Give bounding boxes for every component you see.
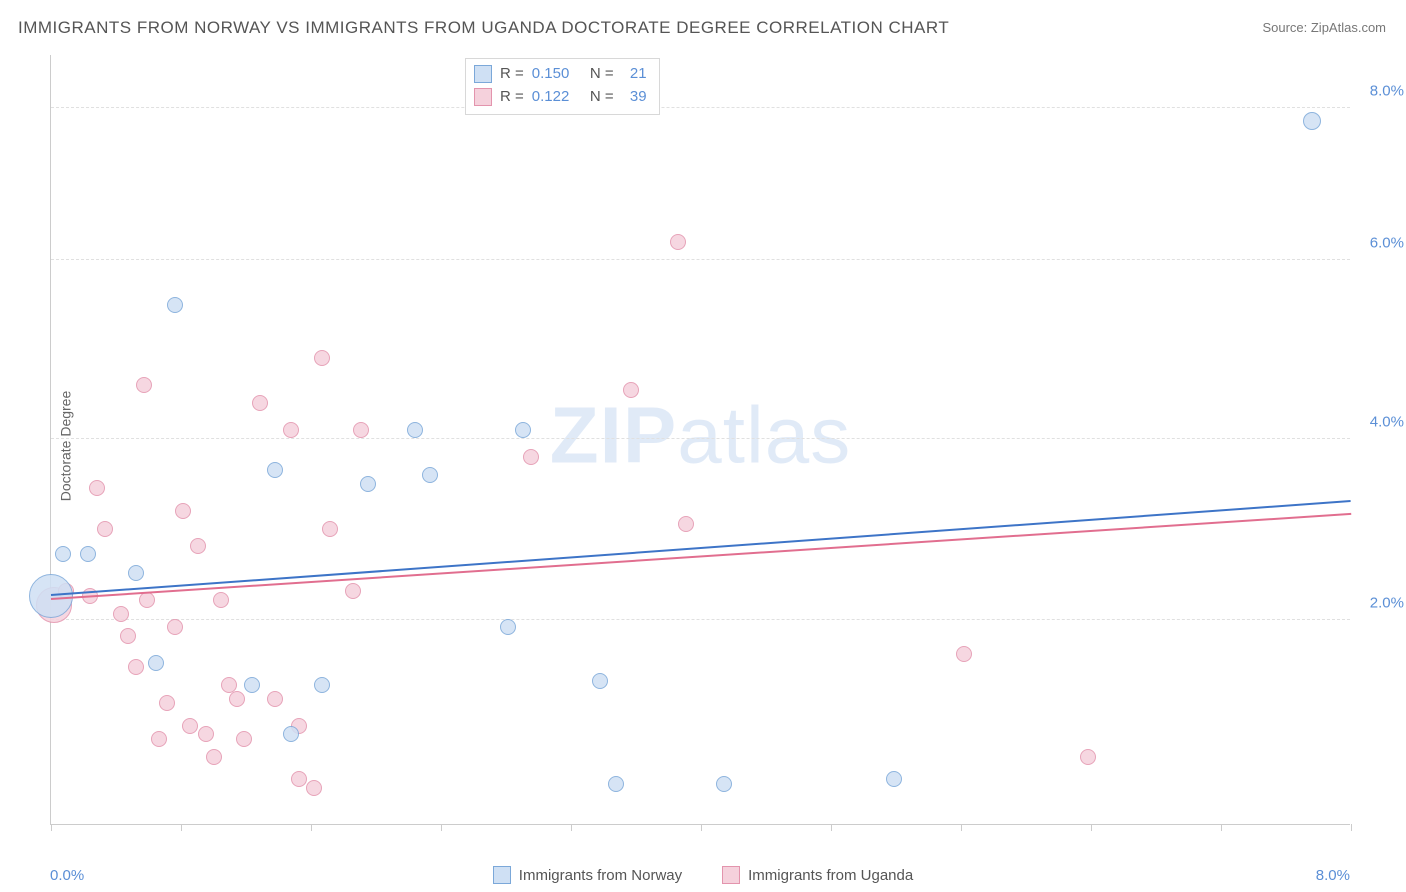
uganda-point: [678, 516, 694, 532]
r-label: R =: [500, 86, 524, 109]
r-value: 0.122: [532, 86, 570, 109]
uganda-point: [956, 646, 972, 662]
x-tick: [311, 824, 312, 831]
legend-item: Immigrants from Norway: [493, 866, 682, 884]
uganda-point: [113, 606, 129, 622]
y-tick-label: 8.0%: [1370, 82, 1404, 99]
x-tick: [1221, 824, 1222, 831]
legend-swatch: [474, 65, 492, 83]
uganda-point: [159, 695, 175, 711]
uganda-point: [314, 350, 330, 366]
uganda-point: [182, 718, 198, 734]
norway-point: [360, 476, 376, 492]
legend-swatch: [722, 866, 740, 884]
uganda-point: [139, 592, 155, 608]
norway-point: [148, 655, 164, 671]
gridline: [51, 107, 1350, 108]
norway-point: [244, 677, 260, 693]
n-label: N =: [577, 86, 613, 109]
uganda-point: [523, 449, 539, 465]
x-tick: [571, 824, 572, 831]
r-label: R =: [500, 63, 524, 86]
chart-title: IMMIGRANTS FROM NORWAY VS IMMIGRANTS FRO…: [18, 18, 949, 38]
uganda-point: [97, 521, 113, 537]
x-tick: [831, 824, 832, 831]
y-tick-label: 4.0%: [1370, 414, 1404, 431]
uganda-point: [345, 583, 361, 599]
uganda-point: [306, 780, 322, 796]
uganda-point: [120, 628, 136, 644]
legend-swatch: [474, 88, 492, 106]
uganda-point: [206, 749, 222, 765]
legend-item: Immigrants from Uganda: [722, 866, 913, 884]
uganda-point: [198, 726, 214, 742]
x-tick: [961, 824, 962, 831]
uganda-point: [190, 538, 206, 554]
stats-legend-box: R = 0.150 N = 21 R = 0.122 N = 39: [465, 58, 660, 115]
r-value: 0.150: [532, 63, 570, 86]
stats-row-norway: R = 0.150 N = 21: [474, 63, 647, 86]
uganda-point: [151, 731, 167, 747]
norway-point: [55, 546, 71, 562]
stats-row-uganda: R = 0.122 N = 39: [474, 86, 647, 109]
uganda-point: [229, 691, 245, 707]
norway-trendline: [51, 500, 1351, 596]
gridline: [51, 619, 1350, 620]
n-value: 21: [622, 63, 647, 86]
legend-label: Immigrants from Uganda: [748, 867, 913, 884]
uganda-point: [136, 377, 152, 393]
x-tick: [51, 824, 52, 831]
uganda-point: [252, 395, 268, 411]
gridline: [51, 259, 1350, 260]
watermark: ZIPatlas: [550, 389, 851, 481]
norway-point: [422, 467, 438, 483]
norway-point: [267, 462, 283, 478]
norway-point: [128, 565, 144, 581]
uganda-point: [175, 503, 191, 519]
uganda-point: [322, 521, 338, 537]
norway-point: [515, 422, 531, 438]
uganda-trendline: [51, 513, 1351, 600]
bottom-legend: Immigrants from Norway Immigrants from Ug…: [0, 866, 1406, 884]
uganda-point: [128, 659, 144, 675]
norway-point: [592, 673, 608, 689]
norway-point: [608, 776, 624, 792]
norway-point: [80, 546, 96, 562]
n-value: 39: [622, 86, 647, 109]
y-tick-label: 6.0%: [1370, 234, 1404, 251]
uganda-point: [267, 691, 283, 707]
norway-point: [500, 619, 516, 635]
norway-point: [314, 677, 330, 693]
uganda-point: [283, 422, 299, 438]
norway-point: [283, 726, 299, 742]
x-tick: [1091, 824, 1092, 831]
uganda-point: [291, 771, 307, 787]
n-label: N =: [577, 63, 613, 86]
y-tick-label: 2.0%: [1370, 594, 1404, 611]
plot-area: ZIPatlas 2.0%4.0%6.0%8.0%: [50, 55, 1350, 825]
legend-label: Immigrants from Norway: [519, 867, 682, 884]
x-tick: [441, 824, 442, 831]
uganda-point: [623, 382, 639, 398]
uganda-point: [670, 234, 686, 250]
uganda-point: [89, 480, 105, 496]
uganda-point: [213, 592, 229, 608]
uganda-point: [353, 422, 369, 438]
uganda-point: [167, 619, 183, 635]
source-label: Source: ZipAtlas.com: [1262, 20, 1386, 35]
norway-point: [886, 771, 902, 787]
legend-swatch: [493, 866, 511, 884]
norway-point: [1303, 112, 1321, 130]
norway-point: [716, 776, 732, 792]
x-tick: [1351, 824, 1352, 831]
uganda-point: [236, 731, 252, 747]
uganda-point: [1080, 749, 1096, 765]
x-tick: [701, 824, 702, 831]
norway-point: [167, 297, 183, 313]
norway-point: [407, 422, 423, 438]
gridline: [51, 438, 1350, 439]
x-tick: [181, 824, 182, 831]
